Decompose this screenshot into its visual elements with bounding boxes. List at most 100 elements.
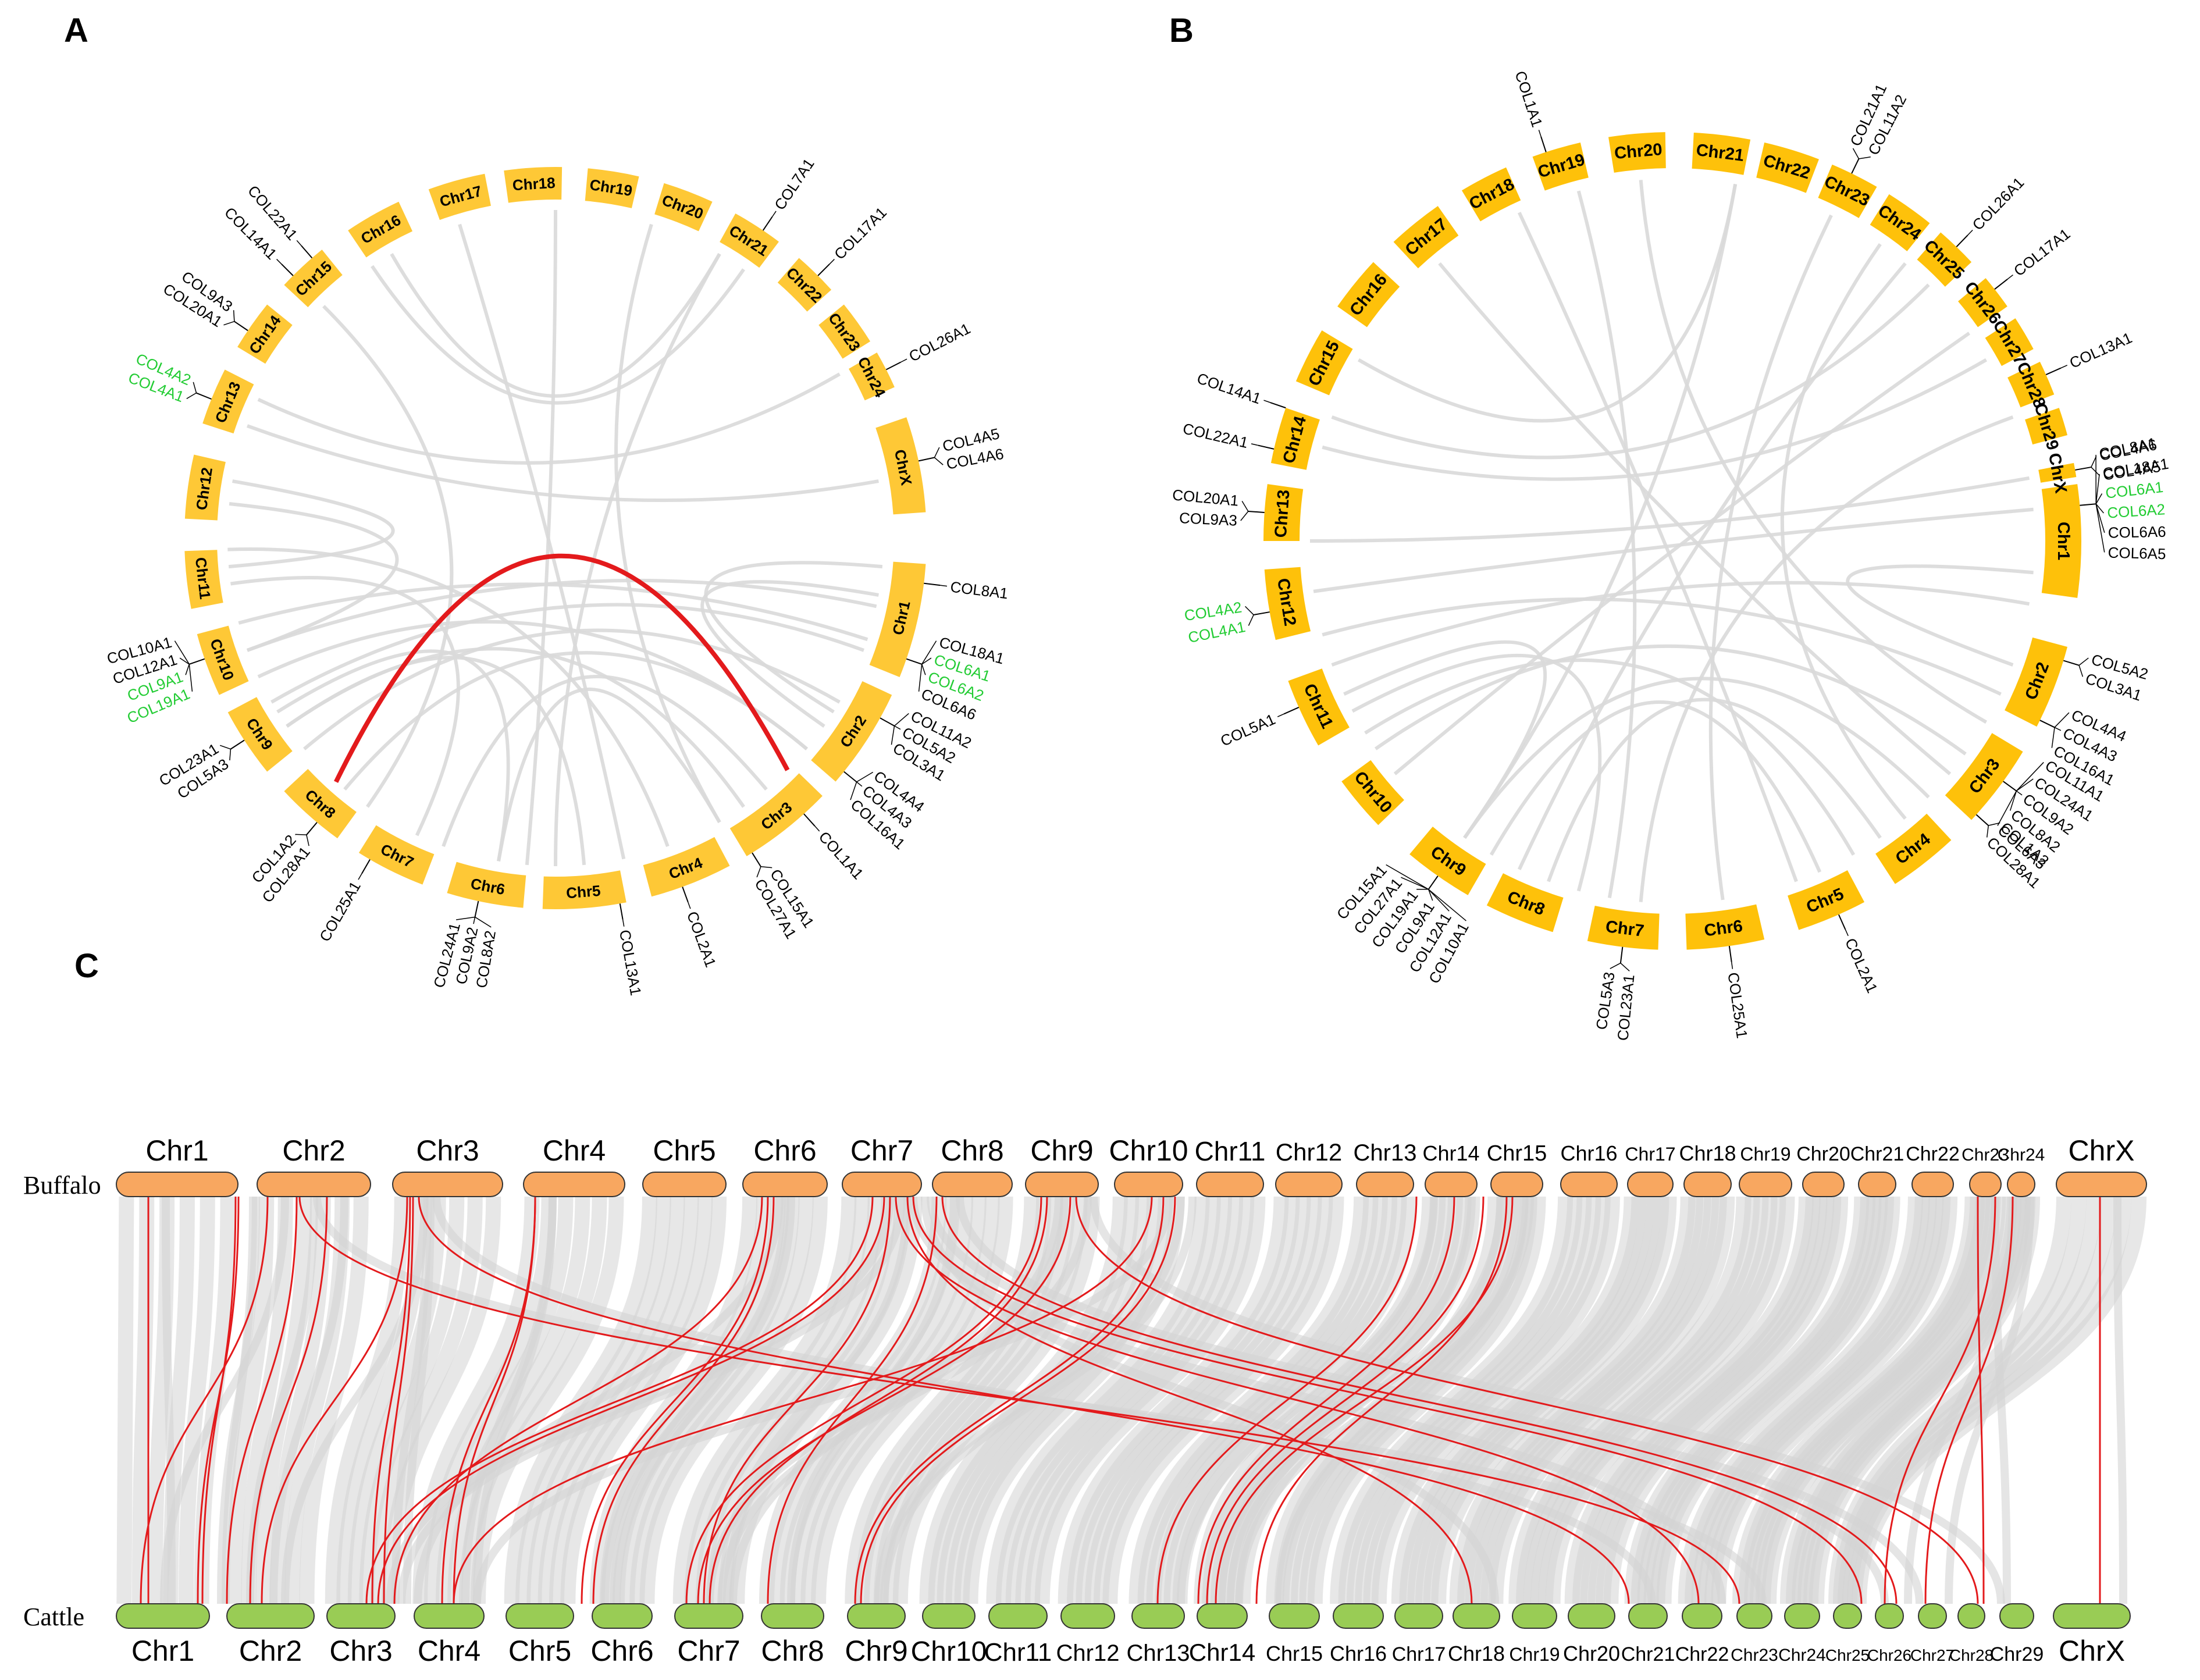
- a-gene-connector-12-3: [174, 640, 190, 665]
- c-buffalo-label-chr10: Chr10: [1109, 1134, 1188, 1167]
- c-buffalo-label-chr4: Chr4: [543, 1134, 606, 1167]
- c-buffalo-track: Chr1 Chr2 Chr3 Chr4 Chr5 Chr6 Chr7 Chr8 Chr9 Chr1…: [116, 1134, 2147, 1197]
- c-cattle-label-chr2: Chr2: [239, 1635, 302, 1667]
- b-gene-connector-4-1: [1986, 825, 1989, 838]
- a-gene-tick-13: [196, 392, 212, 400]
- b-block-chr29: [2025, 408, 2068, 445]
- c-gray-link-17-5: [1488, 1196, 1735, 1604]
- c-gray-cross-13: [414, 1196, 784, 1604]
- c-cattle-label-chr11: Chr11: [984, 1638, 1052, 1667]
- a-gene-connector-16-0: [296, 240, 302, 246]
- c-gray-link-0-0: [116, 1196, 134, 1604]
- a-block-chr19: [585, 168, 639, 208]
- c-cattle-label-chr15: Chr15: [1266, 1642, 1323, 1665]
- a-link-19: [322, 305, 454, 808]
- a-block-chr12: [184, 454, 226, 521]
- c-buffalo-label-chr19: Chr19: [1740, 1144, 1790, 1165]
- b-gene-connector-15-1: [1859, 156, 1871, 159]
- a-link-15: [286, 656, 586, 866]
- c-cattle-bar-chr29: [1999, 1603, 2034, 1629]
- a-gene-connector-4-0: [814, 825, 820, 832]
- b-gene-connector-12-0: [1251, 443, 1258, 446]
- c-red-link-33: [1206, 1196, 1485, 1604]
- a-gene-connector-13-1: [193, 382, 197, 393]
- b-gene-connector-7-1: [1610, 962, 1621, 969]
- b-gene-connector-3-4: [1997, 791, 2017, 826]
- a-gene-connector-19-0: [900, 358, 907, 363]
- b-block-chr9: [1409, 827, 1486, 895]
- a-block-chr11: [184, 550, 223, 609]
- b-gene-connector-14-0: [1538, 130, 1542, 137]
- c-gray-cross-39: [2113, 1196, 2127, 1604]
- c-cattle-bar-chr10: [922, 1603, 976, 1629]
- a-gene-connector-1-2: [921, 664, 926, 675]
- c-gray-cross-9: [403, 1196, 435, 1604]
- b-gene-connector-3-1: [2016, 778, 2034, 792]
- a-gene-connector-7-0: [622, 919, 625, 927]
- c-red-link-2: [197, 1196, 240, 1604]
- a-gene-connector-9-0: [358, 873, 362, 880]
- c-buffalo-label-chr5: Chr5: [653, 1134, 715, 1167]
- c-cattle-label-chr23: Chr23: [1731, 1646, 1778, 1665]
- c-gray-cross-17: [397, 1196, 906, 1604]
- a-link-2: [257, 372, 841, 465]
- a-block-chr5: [542, 870, 626, 909]
- b-gene-col6a5: COL6A5: [2108, 544, 2166, 563]
- a-gene-tick-3: [843, 771, 857, 782]
- b-link-18: [1374, 644, 1967, 756]
- c-cattle-label-chr8: Chr8: [761, 1635, 824, 1667]
- b-gene-connector-0-4: [2095, 504, 2105, 533]
- c-red-link-31: [1156, 1196, 1418, 1604]
- c-cattle-bar-chr27: [1918, 1603, 1947, 1629]
- b-gene-col5a3: COL5A3: [1593, 971, 1618, 1031]
- c-gray-link-19-5: [1603, 1196, 1849, 1604]
- a-block-chr4: [643, 837, 730, 897]
- c-cattle-label-chr14: Chr14: [1189, 1639, 1255, 1666]
- a-block-chr24: [849, 353, 895, 401]
- b-gene-tick-6: [1728, 946, 1732, 963]
- b-link-20: [1463, 677, 1930, 839]
- panel-label-b: B: [1169, 12, 1194, 49]
- c-red-link-32: [1197, 1196, 1455, 1604]
- a-link-6: [246, 424, 879, 502]
- c-gray-cross-37: [1904, 1196, 2017, 1604]
- c-cattle-bar-chr1: [116, 1603, 210, 1629]
- c-cattle-label-chr16: Chr16: [1330, 1642, 1387, 1665]
- a-gene-connector-8-0: [475, 916, 492, 928]
- a-gene-col13a1: COL13A1: [616, 928, 645, 997]
- panel-label-c: C: [74, 947, 99, 985]
- b-gene-connector-11-1: [1241, 500, 1249, 512]
- c-buffalo-bar-chr10: [1114, 1172, 1183, 1197]
- a-gene-tick-7: [619, 903, 624, 920]
- c-cattle-label-chr9: Chr9: [845, 1635, 907, 1667]
- b-block-chr6: [1685, 904, 1765, 950]
- c-gray-link-2-4: [370, 1196, 483, 1604]
- a-gene-connector-0-0: [939, 585, 948, 587]
- c-gray-link-2-2: [347, 1196, 446, 1604]
- c-gray-cross-28: [473, 1196, 1173, 1604]
- b-chromosomes: Chr1Chr2Chr3Chr4Chr5Chr6Chr7Chr8Chr9Chr1…: [1263, 132, 2081, 950]
- a-gene-tick-9: [361, 859, 371, 874]
- c-buffalo-bar-chr7: [842, 1172, 922, 1197]
- b-gene-connector-1-0: [2078, 657, 2089, 666]
- b-gene-tick-14: [1540, 136, 1547, 152]
- c-cattle-bar-chr28: [1957, 1603, 1985, 1629]
- a-block-chr23: [818, 304, 871, 359]
- c-red-link-7: [261, 1196, 408, 1604]
- c-buffalo-label-chr21: Chr21: [1850, 1143, 1904, 1165]
- c-red-link-9: [383, 1196, 414, 1604]
- a-block-chr15: [284, 250, 343, 308]
- a-gene-connector-5-0: [760, 866, 773, 869]
- c-red-link-35: [1215, 1196, 1514, 1604]
- b-gene-col6a2: COL6A2: [2106, 500, 2165, 521]
- a-gene-tick-5: [752, 852, 761, 867]
- c-cattle-track: Chr1 Chr2 Chr3 Chr4 Chr5 Chr6 Chr7 Chr8 Chr9 Chr1…: [116, 1603, 2131, 1667]
- a-gene-connector-17-0: [771, 211, 777, 218]
- c-buffalo-bar-chr8: [932, 1172, 1013, 1197]
- b-gene-col17a1: COL17A1: [2010, 225, 2073, 280]
- a-gene-tick-20: [918, 457, 935, 462]
- c-gray-link-3-2: [436, 1196, 574, 1604]
- b-gene-connector-8-4: [1401, 877, 1429, 890]
- a-gene-connector-20-0: [934, 447, 940, 458]
- c-gray-link-0-5: [194, 1196, 236, 1604]
